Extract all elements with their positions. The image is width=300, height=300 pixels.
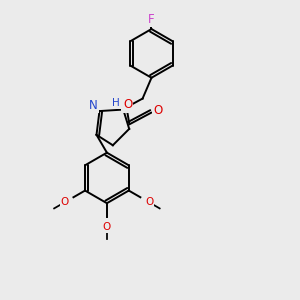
Text: N: N (122, 100, 130, 112)
Text: H: H (112, 98, 120, 108)
Text: N: N (89, 99, 98, 112)
Text: O: O (145, 197, 154, 208)
Text: O: O (103, 222, 111, 232)
Text: O: O (153, 104, 163, 117)
Text: O: O (60, 197, 69, 208)
Text: O: O (123, 98, 132, 111)
Text: F: F (148, 13, 155, 26)
